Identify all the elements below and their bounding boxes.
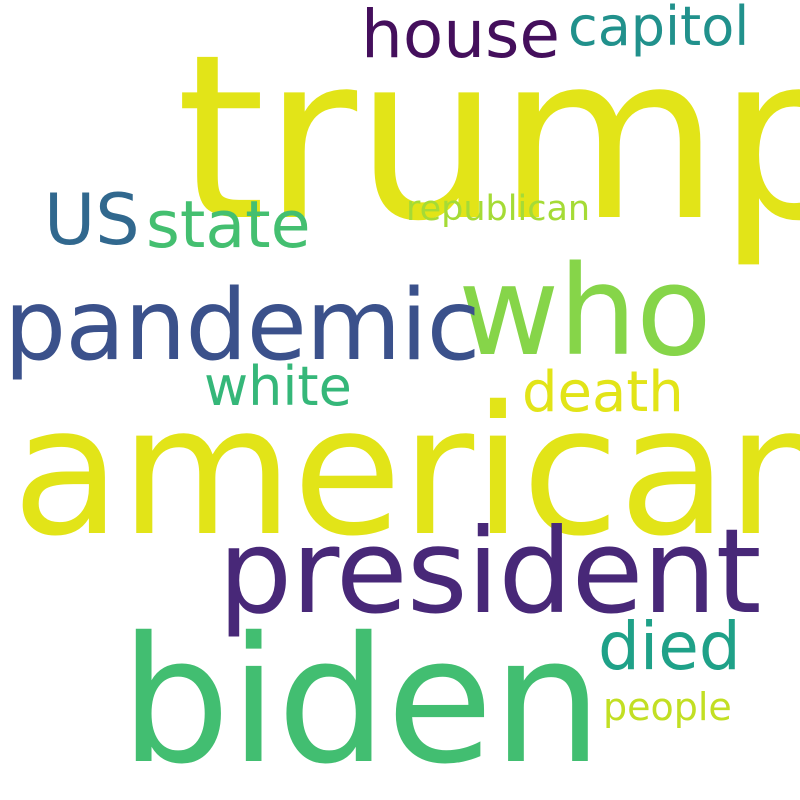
word-president: president [218, 503, 762, 640]
word-death: death [522, 360, 684, 425]
word-capitol: capitol [568, 0, 750, 58]
word-people: people [603, 685, 732, 729]
word-pandemic: pandemic [4, 269, 480, 383]
word-trump: trump [176, 5, 800, 271]
word-state: state [146, 188, 311, 263]
word-who: who [458, 240, 712, 384]
word-us: US [44, 179, 140, 261]
word-biden: biden [120, 600, 603, 800]
word-house: house [361, 0, 561, 73]
word-died: died [598, 608, 741, 685]
word-republican: republican [406, 189, 591, 229]
word-american: american [12, 368, 800, 575]
word-white: white [204, 355, 352, 418]
